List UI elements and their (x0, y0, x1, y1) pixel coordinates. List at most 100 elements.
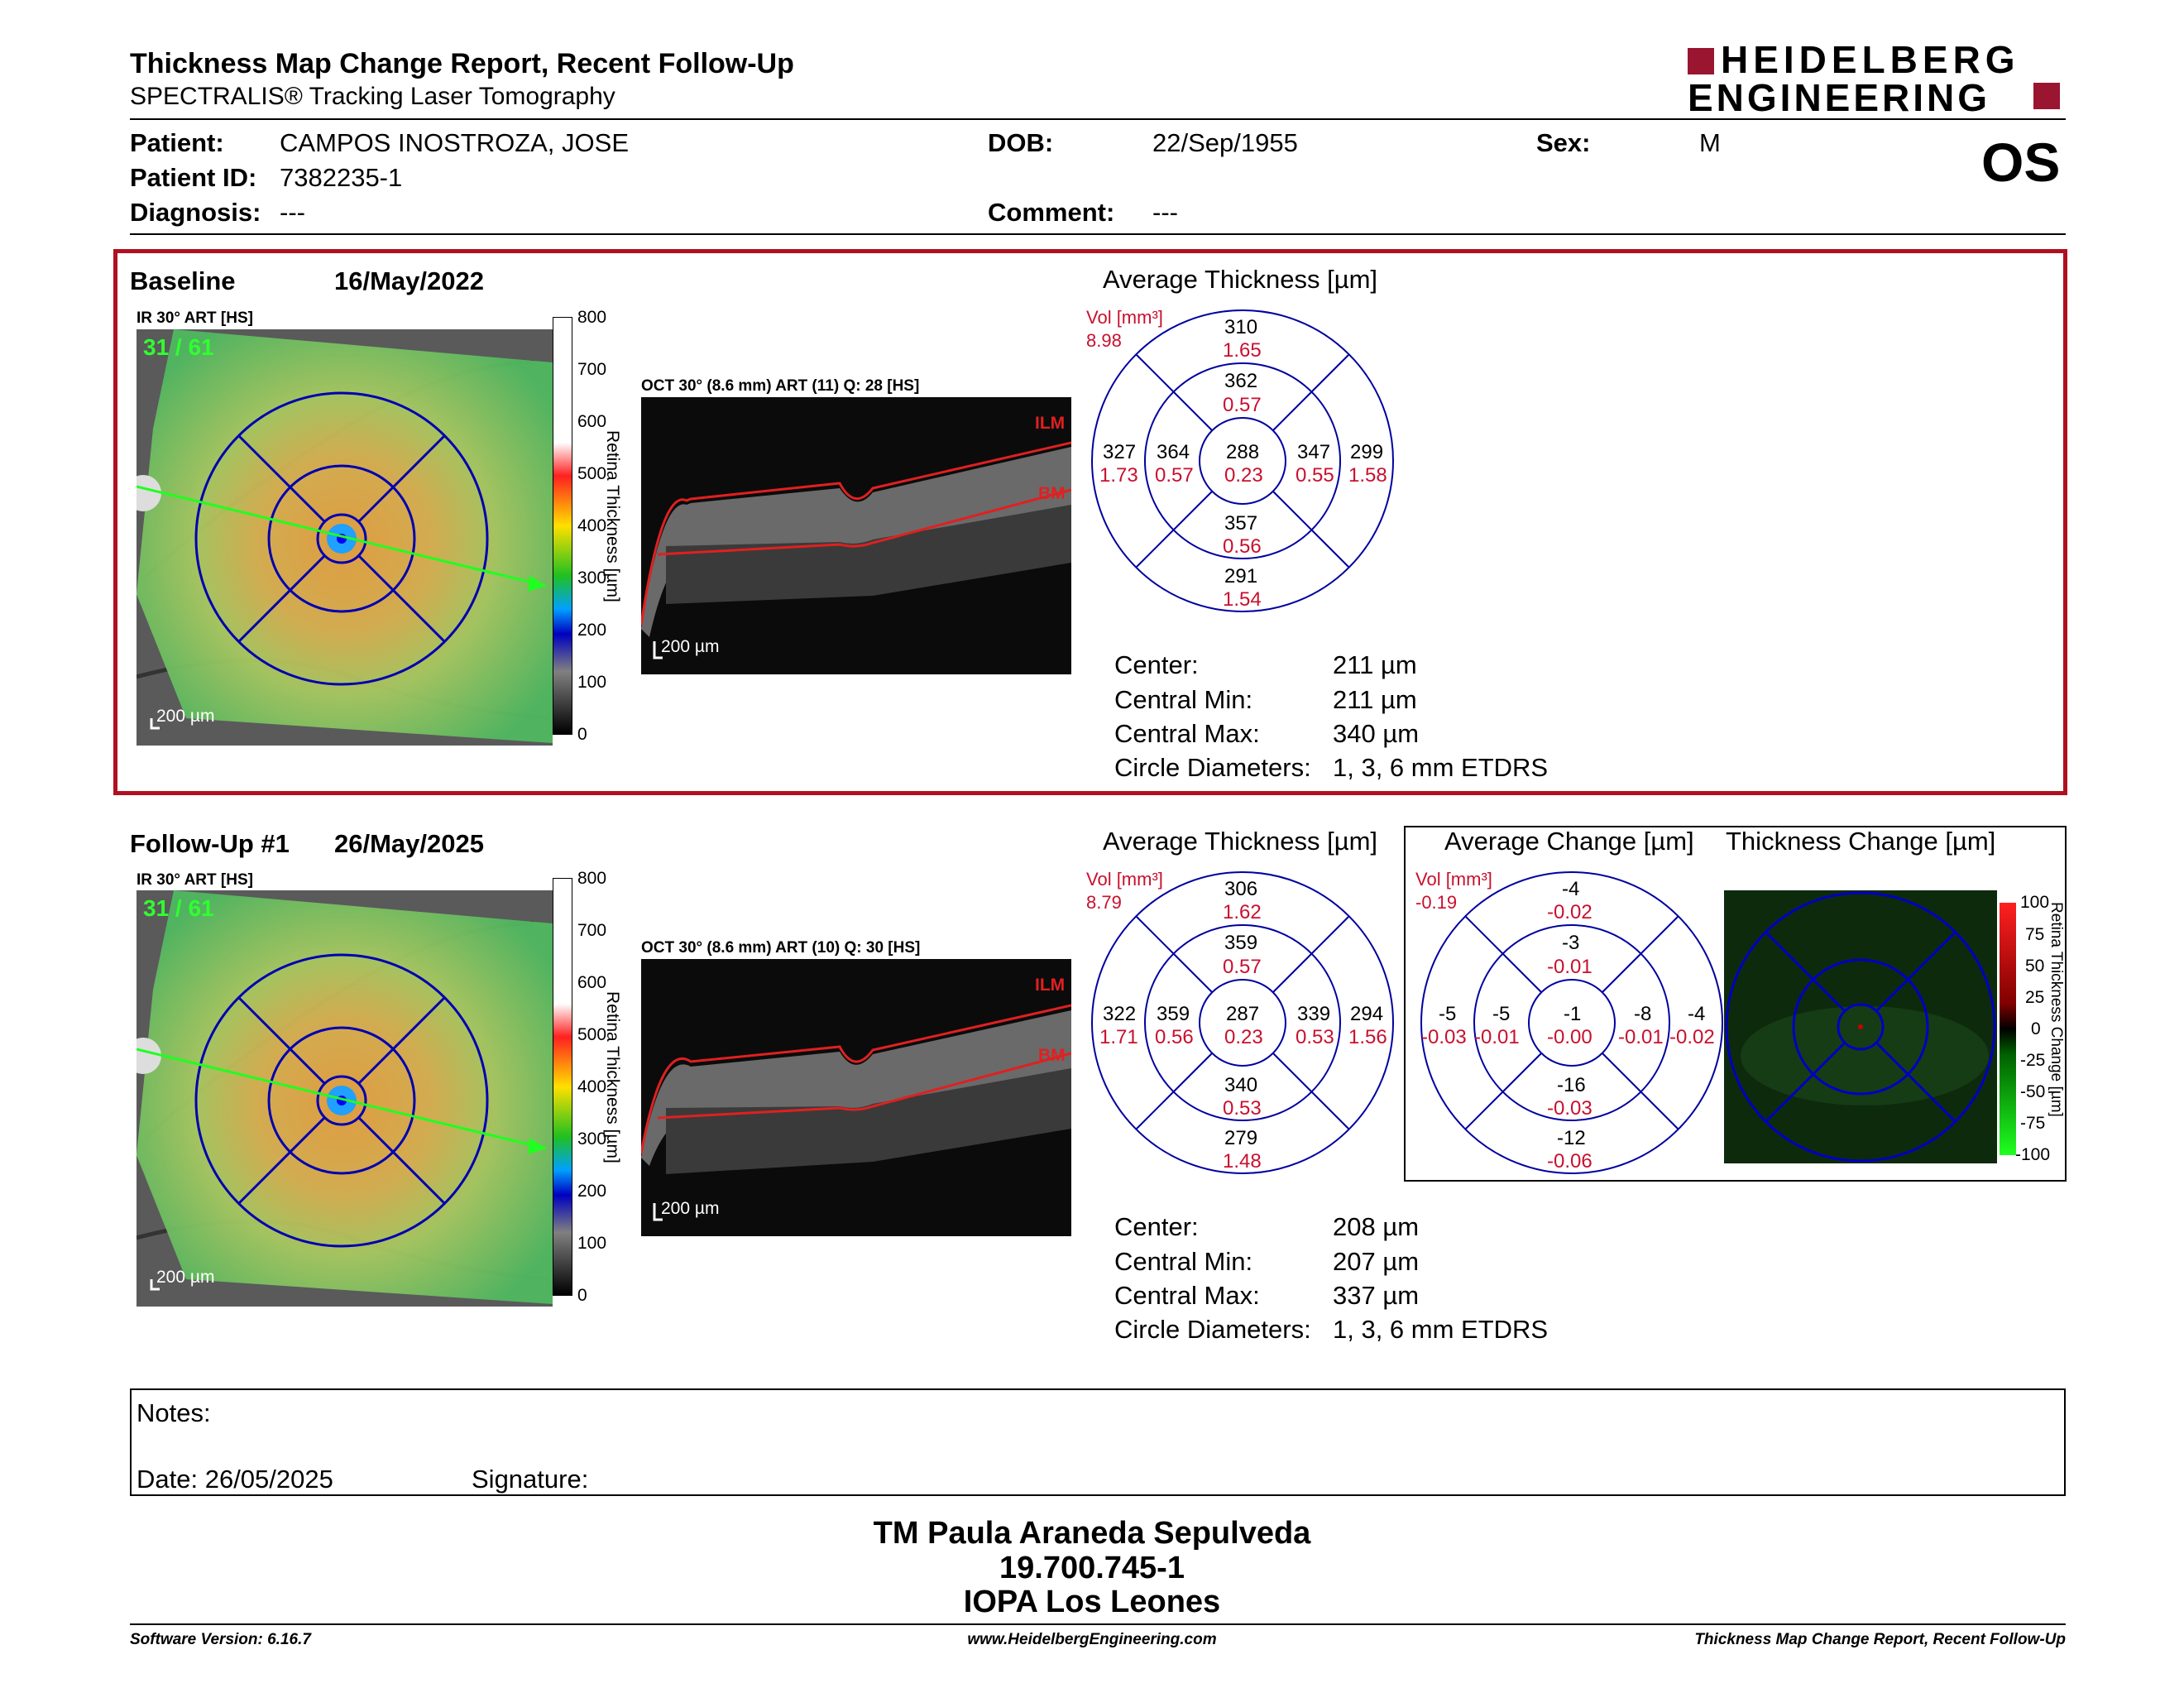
cbar-tick: 300 (577, 568, 607, 587)
grid-volume: 1.54 (1223, 588, 1262, 611)
oct-scan: ILM BM 200 µm (641, 397, 1071, 674)
baseline-date: 16/May/2022 (334, 266, 484, 295)
change-tick: 75 (2025, 925, 2045, 944)
vol-label: Vol [mm³] (1086, 869, 1163, 890)
cbar-tick: 0 (577, 1286, 587, 1305)
cbar-tick: 100 (577, 673, 607, 692)
grid-value: 306 (1224, 878, 1258, 900)
patient-id-label: Patient ID: (130, 163, 257, 192)
oct-scan: ILM BM 200 µm (641, 959, 1071, 1236)
stat-label: Circle Diameters: (1114, 753, 1311, 782)
grid-volume: 0.57 (1155, 464, 1194, 487)
cbar-tick: 800 (577, 308, 607, 327)
grid-volume: 0.56 (1223, 535, 1262, 558)
grid-volume: 0.23 (1224, 1026, 1263, 1048)
stat-value: 207 µm (1333, 1247, 1420, 1276)
ir-overlay: 31 / 61 (143, 334, 214, 360)
vol-value: 8.79 (1086, 892, 1122, 913)
notes-label: Notes: (136, 1398, 211, 1427)
thickness-change-map (1724, 890, 1997, 1163)
cbar-tick: 400 (577, 516, 607, 535)
footer-report-title: Thickness Map Change Report, Recent Foll… (1694, 1631, 2066, 1648)
website-link[interactable]: www.HeidelbergEngineering.com (967, 1631, 1217, 1648)
signature-label: Signature: (472, 1465, 589, 1494)
change-value: -5 (1492, 1003, 1511, 1025)
grid-value: 299 (1350, 441, 1384, 463)
change-volume: -0.03 (1547, 1097, 1592, 1120)
baseline-section (113, 249, 2067, 795)
cbar-tick: 800 (577, 869, 607, 888)
change-volume: -0.06 (1547, 1150, 1592, 1172)
comment-label: Comment: (988, 198, 1115, 227)
notes-box[interactable] (130, 1388, 2066, 1496)
oct-label: OCT 30° (8.6 mm) ART (11) Q: 28 [HS] (641, 377, 920, 395)
patient-label: Patient: (130, 128, 224, 157)
change-tick: -100 (2015, 1145, 2051, 1164)
cbar-tick: 200 (577, 621, 607, 640)
bm-label: BM (1038, 1046, 1066, 1065)
scale-label: 200 µm (156, 1268, 215, 1287)
grid-volume: 0.53 (1223, 1097, 1262, 1120)
grid-value: 291 (1224, 565, 1258, 587)
thickness-colorbar (553, 878, 572, 1296)
stat-value: 340 µm (1333, 719, 1420, 748)
grid-value: 279 (1224, 1127, 1258, 1149)
change-colorbar (2000, 903, 2016, 1155)
stat-label: Central Min: (1114, 1247, 1253, 1276)
grid-volume: 0.55 (1296, 464, 1334, 487)
change-tick: 50 (2025, 957, 2045, 976)
grid-value: 359 (1224, 932, 1258, 954)
change-tick: 100 (2020, 893, 2050, 912)
avg-change-title: Average Change [µm] (1444, 827, 1694, 856)
change-value: -8 (1634, 1003, 1652, 1025)
stat-label: Central Max: (1114, 1281, 1260, 1310)
change-volume: -0.02 (1669, 1026, 1715, 1048)
grid-volume: 1.62 (1223, 901, 1262, 923)
grid-value: 287 (1226, 1003, 1260, 1025)
grid-value: 357 (1224, 512, 1258, 535)
change-value: -12 (1557, 1127, 1586, 1149)
stat-value: 211 µm (1333, 650, 1417, 679)
report-subtitle: SPECTRALIS® Tracking Laser Tomography (130, 83, 615, 110)
grid-volume: 1.65 (1223, 339, 1262, 362)
clinic-name: IOPA Los Leones (963, 1585, 1221, 1619)
sex-value: M (1699, 128, 1721, 157)
stat-label: Circle Diameters: (1114, 1315, 1311, 1344)
stat-label: Central Max: (1114, 719, 1260, 748)
stat-value: 337 µm (1333, 1281, 1420, 1310)
baseline-label: Baseline (130, 266, 236, 295)
grid-value: 359 (1157, 1003, 1190, 1025)
grid-value: 288 (1226, 441, 1260, 463)
vol-value: -0.19 (1415, 892, 1458, 913)
grid-value: 322 (1103, 1003, 1137, 1025)
comment-value: --- (1152, 198, 1178, 227)
eye-os: OS (1981, 132, 2061, 193)
vol-value: 8.98 (1086, 330, 1122, 351)
thickness-map: 31 / 61 200 µm (136, 329, 553, 746)
grid-value: 339 (1297, 1003, 1331, 1025)
technician-id: 19.700.745-1 (999, 1551, 1185, 1585)
grid-value: 362 (1224, 370, 1258, 392)
change-volume: -0.03 (1421, 1026, 1467, 1048)
avg-thickness-title: Average Thickness [µm] (1103, 265, 1378, 294)
grid-volume: 1.58 (1348, 464, 1387, 487)
cbar-title: Retina Thickness [µm] (603, 430, 622, 602)
thickness-map: 31 / 61 200 µm (136, 890, 553, 1307)
diagnosis-label: Diagnosis: (130, 198, 261, 227)
change-volume: -0.00 (1547, 1026, 1592, 1048)
ilm-label: ILM (1035, 414, 1066, 433)
change-tick: -50 (2020, 1082, 2046, 1101)
cbar-tick: 700 (577, 921, 607, 940)
scale-label: 200 µm (661, 1199, 720, 1218)
change-panel (1404, 826, 2067, 1182)
dob-label: DOB: (988, 128, 1054, 157)
technician-name: TM Paula Araneda Sepulveda (873, 1516, 1311, 1551)
grid-value: 327 (1103, 441, 1137, 463)
grid-volume: 1.73 (1099, 464, 1138, 487)
cbar-tick: 600 (577, 412, 607, 431)
cbar-tick: 400 (577, 1077, 607, 1096)
grid-volume: 0.57 (1223, 394, 1262, 416)
ir-label: IR 30° ART [HS] (136, 309, 253, 327)
followup-label: Follow-Up #1 (130, 829, 290, 858)
oct-label: OCT 30° (8.6 mm) ART (10) Q: 30 [HS] (641, 939, 921, 957)
